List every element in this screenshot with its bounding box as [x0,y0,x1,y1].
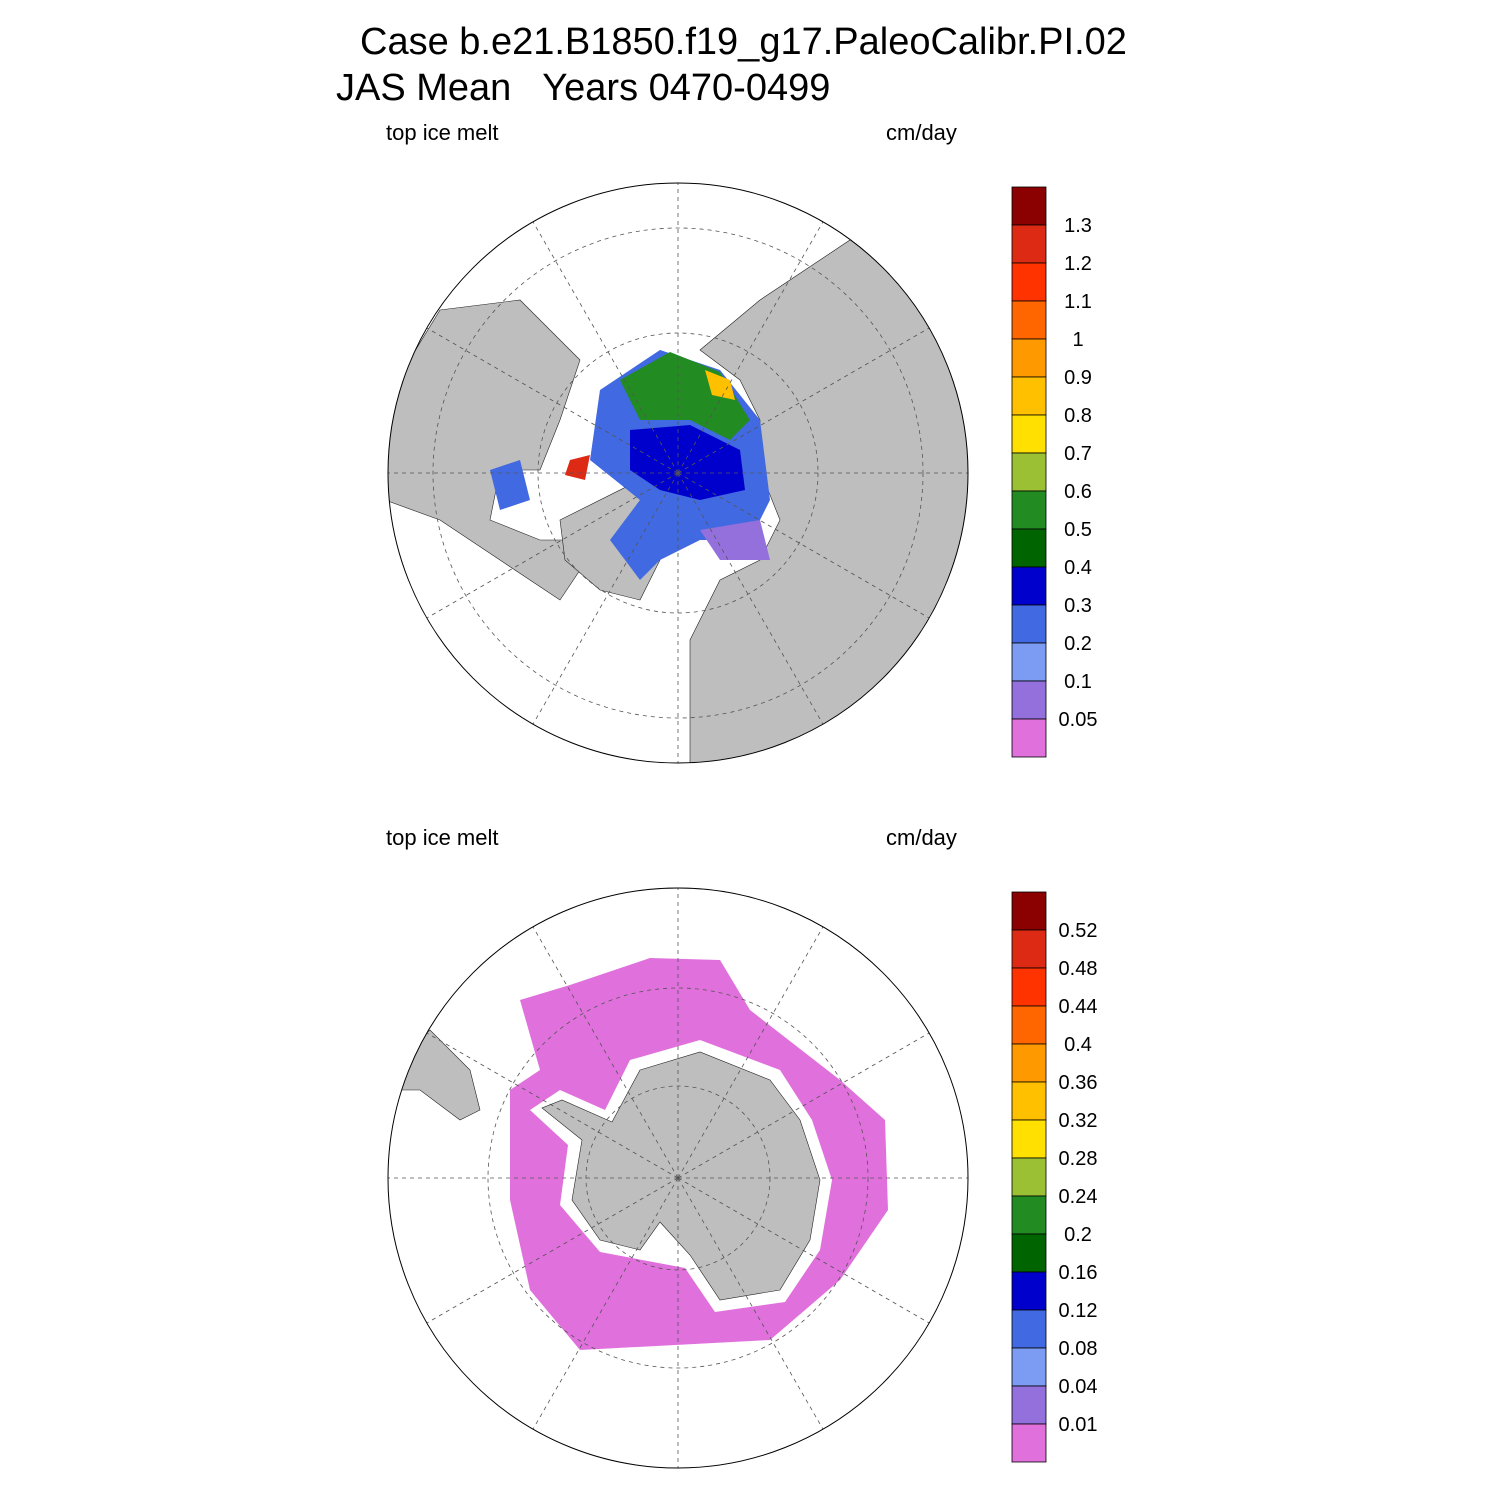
colorbar-label: 0.5 [1064,519,1092,541]
colorbar-box [1011,1347,1047,1387]
meridian [417,472,679,624]
colorbar-label: 0.01 [1059,1414,1098,1436]
colorbar-label: 0.3 [1064,595,1092,617]
title-line-1: Case b.e21.B1850.f19_g17.PaleoCalibr.PI.… [360,21,1127,63]
colorbar-label: 0.7 [1064,443,1092,465]
colorbar-box [1011,1005,1047,1045]
meridian [527,917,679,1179]
colorbar-box [1011,1271,1047,1311]
colorbar-box [1011,1195,1047,1235]
left-label: top ice melt [386,825,499,850]
colorbar-box [1011,1081,1047,1121]
colorbar-label: 0.44 [1059,996,1098,1018]
colorbar-label: 0.6 [1064,481,1092,503]
colorbar-label: 0.2 [1064,633,1092,655]
colorbar-label: 0.4 [1064,557,1092,579]
meridian [677,1027,939,1179]
colorbar-box [1011,566,1047,606]
meridian [417,322,679,474]
colorbar-box [1011,1423,1047,1463]
meridian [417,1177,679,1329]
colorbar-box [1011,452,1047,492]
colorbar-label: 0.4 [1064,1034,1092,1056]
meridian [677,472,829,734]
unit-label: cm/day [886,825,957,850]
colorbar-box [1011,1233,1047,1273]
left-label: top ice melt [386,120,499,145]
colorbar-box [1011,1157,1047,1197]
colorbar-box [1011,186,1047,226]
colorbar-box [1011,528,1047,568]
colorbar-label: 0.05 [1059,709,1098,731]
colorbar-label: 0.16 [1059,1262,1098,1284]
colorbar-box [1011,1043,1047,1083]
colorbar-label: 0.1 [1064,671,1092,693]
meridian [677,1177,939,1329]
colorbar-box [1011,604,1047,644]
colorbar-label: 1.1 [1064,291,1092,313]
colorbar-label: 0.32 [1059,1110,1098,1132]
colorbar-box [1011,262,1047,302]
meridian [677,472,939,624]
colorbar-box [1011,490,1047,530]
colorbar-label: 0.12 [1059,1300,1098,1322]
colorbar-box [1011,300,1047,340]
colorbar-box [1011,224,1047,264]
colorbar-box [1011,680,1047,720]
south-map [388,888,968,1468]
colorbar-box [1011,967,1047,1007]
meridian [417,1027,679,1179]
colorbar-label: 0.28 [1059,1148,1098,1170]
colorbar-label: 0.2 [1064,1224,1092,1246]
colorbar-label: 1 [1072,329,1083,351]
colorbar-box [1011,642,1047,682]
title-line-2: JAS Mean Years 0470-0499 [336,67,830,109]
colorbar-box [1011,1309,1047,1349]
meridian [677,917,829,1179]
unit-label: cm/day [886,120,957,145]
colorbar-label: 0.52 [1059,920,1098,942]
meridian [677,1177,829,1439]
colorbar-label: 0.08 [1059,1338,1098,1360]
colorbar-label: 0.48 [1059,958,1098,980]
colorbar-label: 0.8 [1064,405,1092,427]
colorbar-label: 0.9 [1064,367,1092,389]
north-map [388,183,968,763]
colorbar-box [1011,376,1047,416]
colorbar-box [1011,1385,1047,1425]
colorbar-label: 1.2 [1064,253,1092,275]
colorbar-box [1011,338,1047,378]
meridian [527,1177,679,1439]
meridian [527,472,679,734]
colorbar-box [1011,718,1047,758]
colorbar-label: 0.24 [1059,1186,1098,1208]
colorbar-label: 1.3 [1064,215,1092,237]
colorbar-label: 0.04 [1059,1376,1098,1398]
colorbar-box [1011,891,1047,931]
meridian [677,322,939,474]
colorbar-box [1011,414,1047,454]
colorbar-label: 0.36 [1059,1072,1098,1094]
meridian [677,212,829,474]
meridian [527,212,679,474]
colorbar-box [1011,1119,1047,1159]
colorbar-box [1011,929,1047,969]
